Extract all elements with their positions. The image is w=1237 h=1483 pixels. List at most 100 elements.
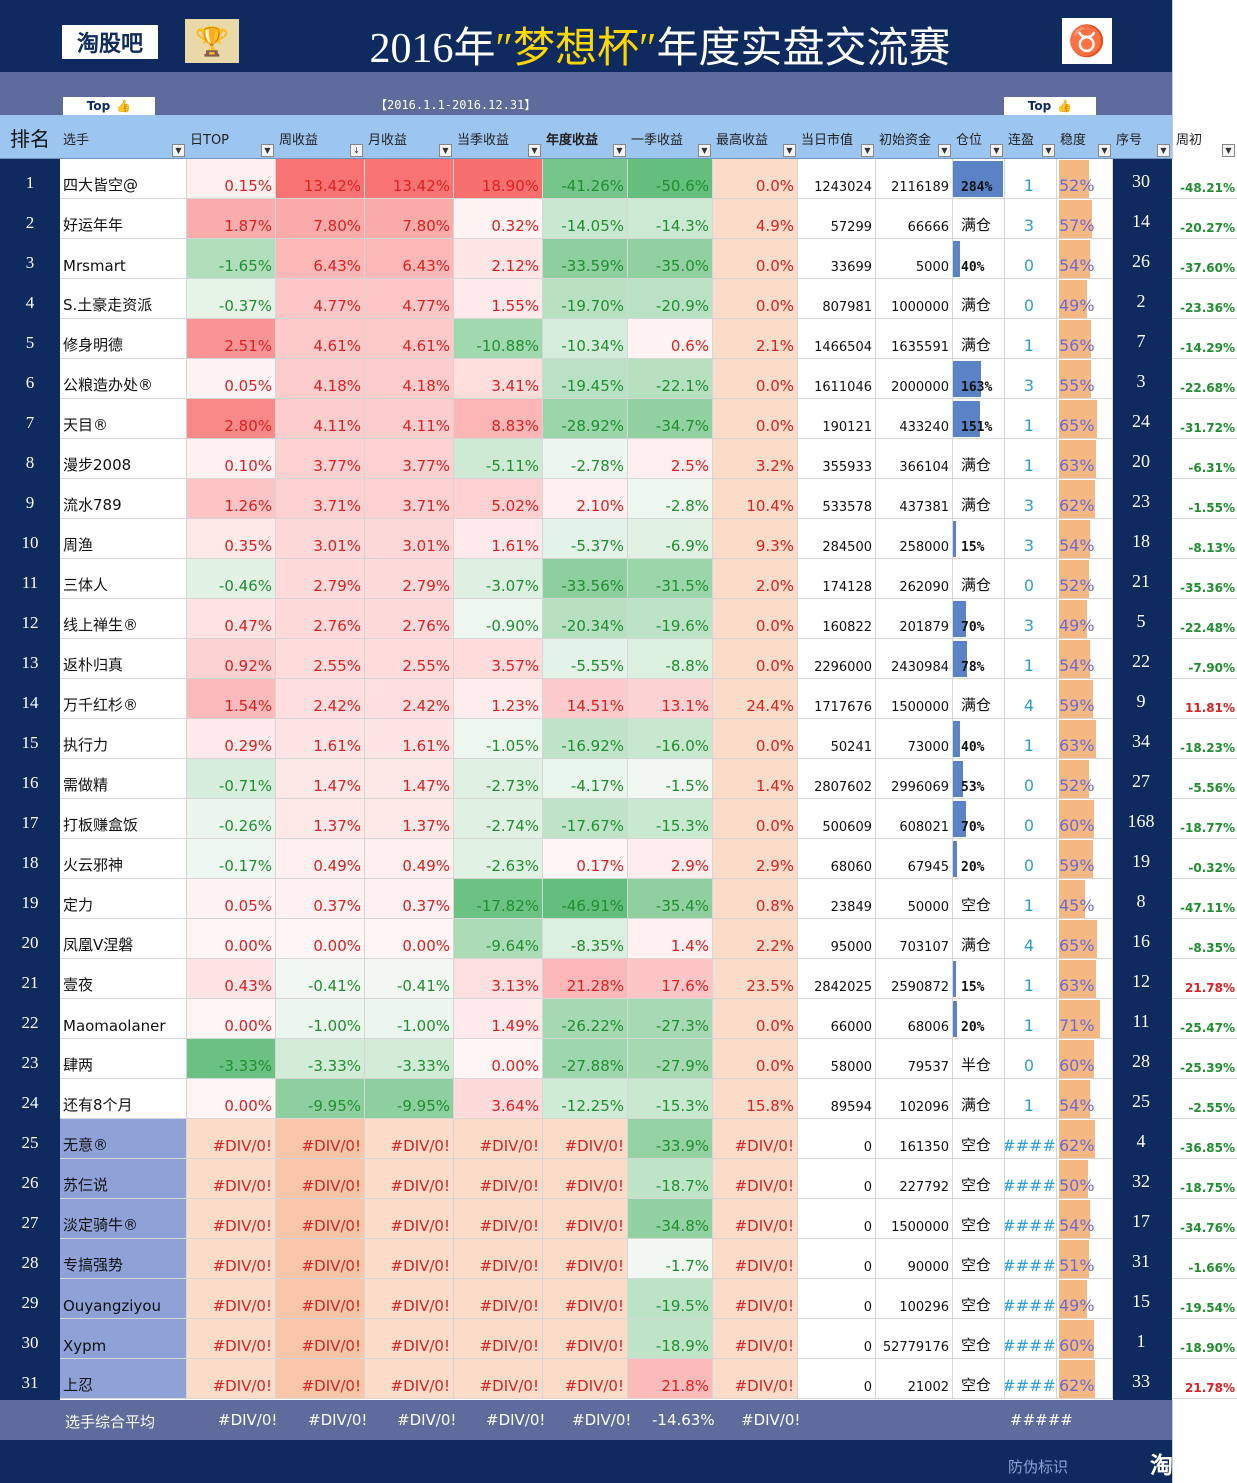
cell-day[interactable]: #DIV/0! [187, 1239, 276, 1279]
cell-week[interactable]: 6.43% [276, 239, 365, 279]
header-quarter[interactable]: 当季收益 ▼ [454, 115, 543, 159]
cell-quarter[interactable]: 18.90% [454, 159, 543, 199]
header-week[interactable]: 周收益 ↓ [276, 115, 365, 159]
sort-filter-icon[interactable]: ↓ [350, 144, 363, 157]
cell-max[interactable]: #DIV/0! [713, 1119, 798, 1159]
cell-quarter[interactable]: -1.05% [454, 719, 543, 759]
cell-max[interactable]: #DIV/0! [713, 1239, 798, 1279]
site-logo[interactable]: 淘股吧 [62, 25, 158, 59]
cell-s1[interactable]: -35.0% [628, 239, 713, 279]
cell-stability[interactable]: 71% [1057, 999, 1113, 1039]
cell-market-value[interactable]: 0 [798, 1359, 876, 1399]
cell-day[interactable]: 1.54% [187, 679, 276, 719]
cell-max[interactable]: 24.4% [713, 679, 798, 719]
cell-week[interactable]: 1.37% [276, 799, 365, 839]
cell-stability[interactable]: 65% [1057, 399, 1113, 439]
cell-week-start[interactable]: -5.56% [1172, 759, 1237, 799]
cell-initial-capital[interactable]: 21002 [876, 1359, 953, 1399]
cell-week-start[interactable]: -18.77% [1172, 799, 1237, 839]
cell-quarter[interactable]: 1.55% [454, 279, 543, 319]
cell-week[interactable]: 4.61% [276, 319, 365, 359]
cell-s1[interactable]: -22.1% [628, 359, 713, 399]
cell-initial-capital[interactable]: 2116189 [876, 159, 953, 199]
cell-stability[interactable]: 60% [1057, 1039, 1113, 1079]
cell-year[interactable]: #DIV/0! [543, 1159, 628, 1199]
cell-day[interactable]: #DIV/0! [187, 1359, 276, 1399]
cell-week[interactable]: 4.11% [276, 399, 365, 439]
cell-max[interactable]: 10.4% [713, 479, 798, 519]
cell-week[interactable]: #DIV/0! [276, 1159, 365, 1199]
cell-initial-capital[interactable]: 79537 [876, 1039, 953, 1079]
cell-win-streak[interactable]: 0 [1005, 1039, 1057, 1079]
cell-max[interactable]: 0.0% [713, 599, 798, 639]
cell-year[interactable]: -5.37% [543, 519, 628, 559]
cell-stability[interactable]: 52% [1057, 159, 1113, 199]
player-name-cell[interactable]: 打板赚盒饭 [60, 799, 187, 839]
cell-position[interactable]: 70% [953, 799, 1005, 839]
cell-win-streak[interactable]: 1 [1005, 1079, 1057, 1119]
cell-win-streak[interactable]: #### [1005, 1239, 1057, 1279]
cell-week[interactable]: 3.71% [276, 479, 365, 519]
cell-year[interactable]: -33.56% [543, 559, 628, 599]
cell-month[interactable]: 4.18% [365, 359, 454, 399]
cell-win-streak[interactable]: #### [1005, 1159, 1057, 1199]
cell-year[interactable]: -14.05% [543, 199, 628, 239]
cell-month[interactable]: #DIV/0! [365, 1239, 454, 1279]
player-name-cell[interactable]: Xypm [60, 1319, 187, 1359]
cell-stability[interactable]: 52% [1057, 759, 1113, 799]
cell-quarter[interactable]: 1.23% [454, 679, 543, 719]
cell-initial-capital[interactable]: 262090 [876, 559, 953, 599]
cell-initial-capital[interactable]: 102096 [876, 1079, 953, 1119]
player-name-cell[interactable]: 淡定骑牛® [60, 1199, 187, 1239]
cell-position[interactable]: 满仓 [953, 1079, 1005, 1119]
cell-initial-capital[interactable]: 161350 [876, 1119, 953, 1159]
cell-month[interactable]: #DIV/0! [365, 1199, 454, 1239]
cell-week-start[interactable]: -36.85% [1172, 1119, 1237, 1159]
cell-s1[interactable]: 21.8% [628, 1359, 713, 1399]
player-name-cell[interactable]: 上忍 [60, 1359, 187, 1399]
cell-quarter[interactable]: #DIV/0! [454, 1279, 543, 1319]
cell-win-streak[interactable]: 3 [1005, 479, 1057, 519]
cell-position[interactable]: 满仓 [953, 679, 1005, 719]
cell-year[interactable]: -27.88% [543, 1039, 628, 1079]
cell-week[interactable]: 13.42% [276, 159, 365, 199]
cell-year[interactable]: -19.45% [543, 359, 628, 399]
cell-day[interactable]: 0.47% [187, 599, 276, 639]
cell-stability[interactable]: 54% [1057, 519, 1113, 559]
cell-year[interactable]: -19.70% [543, 279, 628, 319]
cell-market-value[interactable]: 807981 [798, 279, 876, 319]
cell-position[interactable]: 空仓 [953, 1199, 1005, 1239]
cell-position[interactable]: 15% [953, 519, 1005, 559]
cell-month[interactable]: #DIV/0! [365, 1319, 454, 1359]
player-name-cell[interactable]: 还有8个月 [60, 1079, 187, 1119]
cell-max[interactable]: 15.8% [713, 1079, 798, 1119]
cell-win-streak[interactable]: 0 [1005, 559, 1057, 599]
cell-stability[interactable]: 49% [1057, 279, 1113, 319]
cell-initial-capital[interactable]: 1500000 [876, 1199, 953, 1239]
cell-s1[interactable]: -6.9% [628, 519, 713, 559]
cell-stability[interactable]: 63% [1057, 439, 1113, 479]
cell-initial-capital[interactable]: 433240 [876, 399, 953, 439]
filter-dropdown-icon[interactable]: ▼ [1042, 144, 1055, 157]
cell-day[interactable]: 0.43% [187, 959, 276, 999]
filter-dropdown-icon[interactable]: ▼ [1098, 144, 1111, 157]
cell-quarter[interactable]: #DIV/0! [454, 1319, 543, 1359]
cell-market-value[interactable]: 0 [798, 1199, 876, 1239]
cell-win-streak[interactable]: #### [1005, 1279, 1057, 1319]
cell-position[interactable]: 15% [953, 959, 1005, 999]
header-win-streak[interactable]: 连盈 ▼ [1005, 115, 1057, 159]
cell-s1[interactable]: -34.8% [628, 1199, 713, 1239]
cell-s1[interactable]: -19.6% [628, 599, 713, 639]
header-seq[interactable]: 序号 ▼ [1113, 115, 1172, 159]
player-name-cell[interactable]: 苏仨说 [60, 1159, 187, 1199]
cell-s1[interactable]: -50.6% [628, 159, 713, 199]
cell-year[interactable]: 14.51% [543, 679, 628, 719]
cell-stability[interactable]: 65% [1057, 919, 1113, 959]
cell-week-start[interactable]: -0.32% [1172, 839, 1237, 879]
cell-quarter[interactable]: -2.74% [454, 799, 543, 839]
cell-win-streak[interactable]: 0 [1005, 239, 1057, 279]
cell-month[interactable]: -3.33% [365, 1039, 454, 1079]
cell-win-streak[interactable]: 0 [1005, 759, 1057, 799]
cell-quarter[interactable]: -0.90% [454, 599, 543, 639]
cell-year[interactable]: -46.91% [543, 879, 628, 919]
